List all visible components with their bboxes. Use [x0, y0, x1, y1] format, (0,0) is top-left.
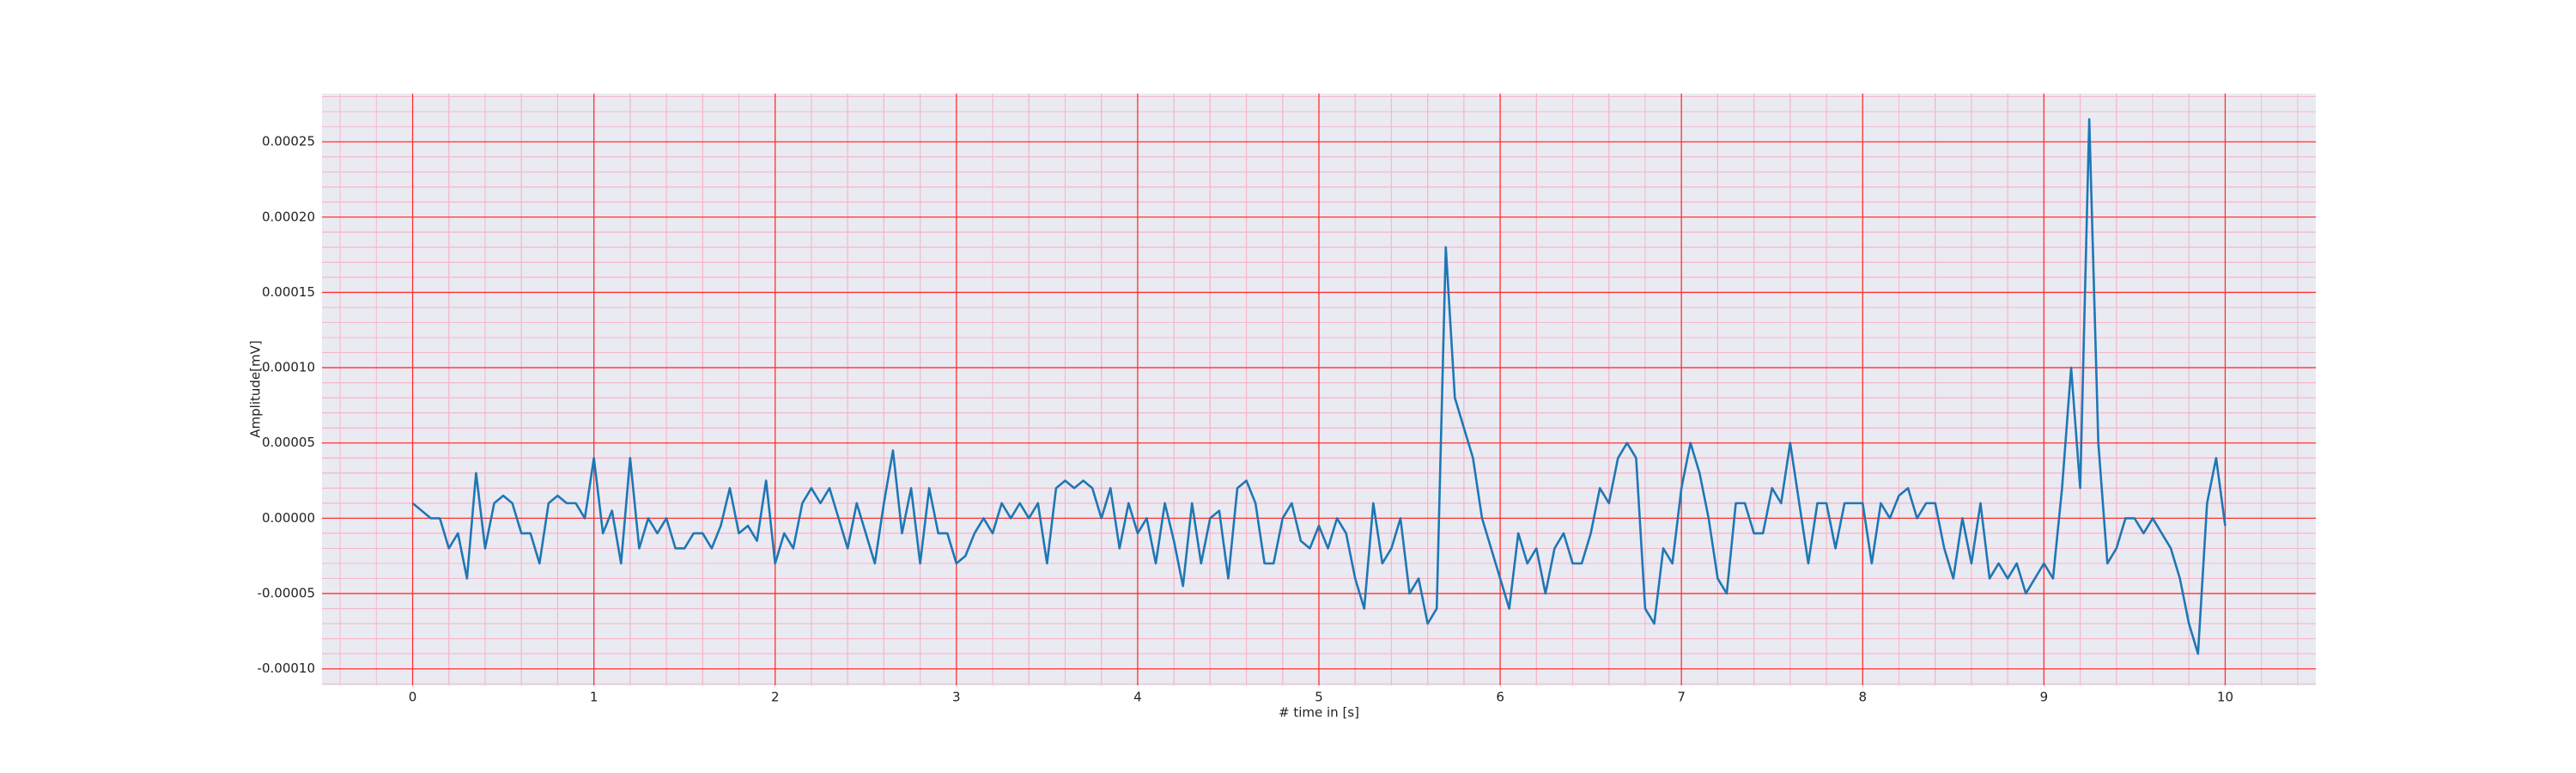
x-tick-label: 3	[952, 690, 961, 705]
y-tick-label: -0.00005	[258, 586, 315, 601]
x-tick-label: 2	[771, 690, 780, 705]
y-tick-label: 0.00015	[262, 284, 315, 300]
signal-line	[411, 118, 2227, 655]
y-tick-label: 0.00010	[262, 360, 315, 375]
y-axis-label: Amplitude[mV]	[248, 340, 264, 437]
x-tick-label: 10	[2217, 690, 2233, 705]
x-tick-label: 1	[590, 690, 598, 705]
x-tick-label: 9	[2040, 690, 2049, 705]
x-tick-label: 6	[1496, 690, 1504, 705]
y-tick-label: 0.00025	[262, 134, 315, 149]
x-tick-label: 5	[1315, 690, 1323, 705]
x-tick-label: 4	[1133, 690, 1142, 705]
y-tick-label: 0.00020	[262, 209, 315, 224]
y-tick-label: 0.00005	[262, 435, 315, 450]
y-tick-label: 0.00000	[262, 510, 315, 526]
x-tick-label: 7	[1677, 690, 1686, 705]
y-tick-label: -0.00010	[258, 660, 315, 676]
x-tick-label: 8	[1858, 690, 1867, 705]
x-tick-label: 0	[409, 690, 417, 705]
x-axis-label: # time in [s]	[1279, 705, 1359, 721]
